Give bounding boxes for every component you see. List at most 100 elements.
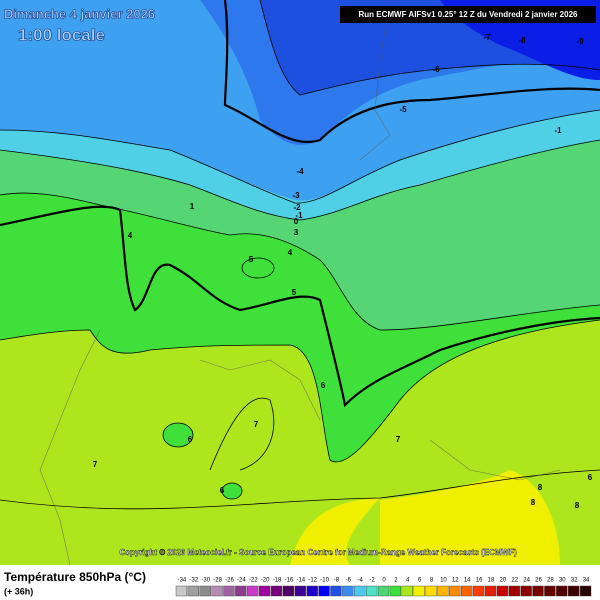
contour-label: -1 xyxy=(295,211,303,220)
contour-label: -2 xyxy=(293,203,301,212)
legend-swatch xyxy=(413,585,425,597)
legend-label: 4 xyxy=(406,578,410,584)
contour-label: -5 xyxy=(399,105,407,114)
legend-label: 14 xyxy=(464,578,471,584)
contour-label: 4 xyxy=(128,231,133,240)
legend-swatch xyxy=(484,585,497,597)
legend-label: 30 xyxy=(559,578,566,584)
legend-label: -8 xyxy=(334,578,340,584)
copyright: Copyright © 2026 Meteociel.fr - Source E… xyxy=(119,548,517,557)
legend-label: 28 xyxy=(547,578,554,584)
legend-swatch xyxy=(449,585,461,597)
contour-label: 8 xyxy=(531,498,536,507)
legend-swatch xyxy=(282,585,295,597)
zone-4-6 xyxy=(163,423,193,447)
contour-label: 6 xyxy=(220,486,225,495)
legend-swatch xyxy=(187,585,199,597)
legend-swatch xyxy=(389,585,402,597)
borders xyxy=(39,0,561,566)
legend-swatch xyxy=(461,585,473,597)
legend-swatch xyxy=(342,585,354,597)
legend-swatch xyxy=(223,585,235,597)
legend-swatch xyxy=(508,585,520,597)
legend-swatch xyxy=(235,585,247,597)
legend-label: -12 xyxy=(308,578,317,584)
contour-label: 1 xyxy=(190,202,195,211)
legend-label: 20 xyxy=(500,578,507,584)
legend-label: -2 xyxy=(369,578,375,584)
contour-label: -6 xyxy=(432,65,440,74)
contour-label: 5 xyxy=(249,255,254,264)
legend-swatch xyxy=(496,585,508,597)
legend-swatch xyxy=(532,585,544,597)
legend-label: -32 xyxy=(189,578,198,584)
contour-label: 3 xyxy=(294,228,299,237)
legend-swatch xyxy=(472,585,485,597)
legend-label: 24 xyxy=(523,578,530,584)
contour-label: 8 xyxy=(575,501,580,510)
legend-label: -4 xyxy=(358,578,364,584)
zone-8-10 xyxy=(290,498,380,565)
legend-label: 34 xyxy=(583,578,590,584)
legend-label: 2 xyxy=(394,578,398,584)
legend-label: 10 xyxy=(440,578,447,584)
legend-swatch xyxy=(175,585,188,597)
time: 1:00 locale xyxy=(18,25,105,44)
legend: -34 -32 -30 -28 -26 -24 -22 -20 -18 -16 -14 -12 -10-… xyxy=(175,578,592,597)
legend-label: 12 xyxy=(452,578,459,584)
legend-label: -6 xyxy=(346,578,352,584)
legend-swatch xyxy=(294,585,306,597)
legend-label: -24 xyxy=(237,578,246,584)
legend-label: 0 xyxy=(382,578,386,584)
legend-swatch xyxy=(520,585,532,597)
contour-label: -8 xyxy=(518,36,526,45)
contour-label: 4 xyxy=(288,248,293,257)
zone-8-10 xyxy=(380,470,560,600)
legend-swatch xyxy=(377,585,390,597)
contour-label: 7 xyxy=(254,420,259,429)
legend-label: 18 xyxy=(488,578,495,584)
contour-label: 7 xyxy=(93,460,98,469)
legend-swatch xyxy=(330,585,342,597)
legend-swatch xyxy=(437,585,449,597)
legend-swatch xyxy=(354,585,366,597)
legend-swatch xyxy=(247,585,259,597)
contour-label: 8 xyxy=(538,483,543,492)
legend-swatch xyxy=(211,585,223,597)
legend-label: -18 xyxy=(273,578,282,584)
legend-label: -20 xyxy=(261,578,270,584)
legend-swatch xyxy=(199,585,211,597)
contour-label: 5 xyxy=(292,288,297,297)
legend-label: -14 xyxy=(296,578,305,584)
run-box xyxy=(340,6,596,23)
contour-label: 6 xyxy=(588,473,593,482)
legend-label: -30 xyxy=(201,578,210,584)
legend-label: 8 xyxy=(430,578,434,584)
contour-label: -1 xyxy=(554,126,562,135)
zone-4-6 xyxy=(222,483,242,499)
legend-swatch xyxy=(270,585,283,597)
date: Dimanche 4 janvier 2026 xyxy=(4,6,155,21)
legend-swatch xyxy=(568,585,580,597)
contour-label: 0 xyxy=(294,217,299,226)
contour-label: -9 xyxy=(576,37,584,46)
legend-swatch xyxy=(259,585,271,597)
legend-label: 32 xyxy=(571,578,578,584)
legend-swatch xyxy=(544,585,556,597)
legend-label: -34 xyxy=(178,578,187,584)
legend-label: 16 xyxy=(476,578,483,584)
contour-lines xyxy=(0,0,600,510)
thick-contours xyxy=(0,0,600,408)
legend-label: -10 xyxy=(320,578,329,584)
legend-label: -16 xyxy=(285,578,294,584)
contour-label: 6 xyxy=(321,381,326,390)
legend-swatch xyxy=(306,585,318,597)
contour-label: -3 xyxy=(292,191,300,200)
contour-label: 7 xyxy=(396,435,401,444)
legend-swatch xyxy=(556,585,568,597)
footer-title: Température 850hPa (°C) xyxy=(4,570,146,584)
legend-label: -28 xyxy=(213,578,222,584)
legend-swatch xyxy=(365,585,378,597)
